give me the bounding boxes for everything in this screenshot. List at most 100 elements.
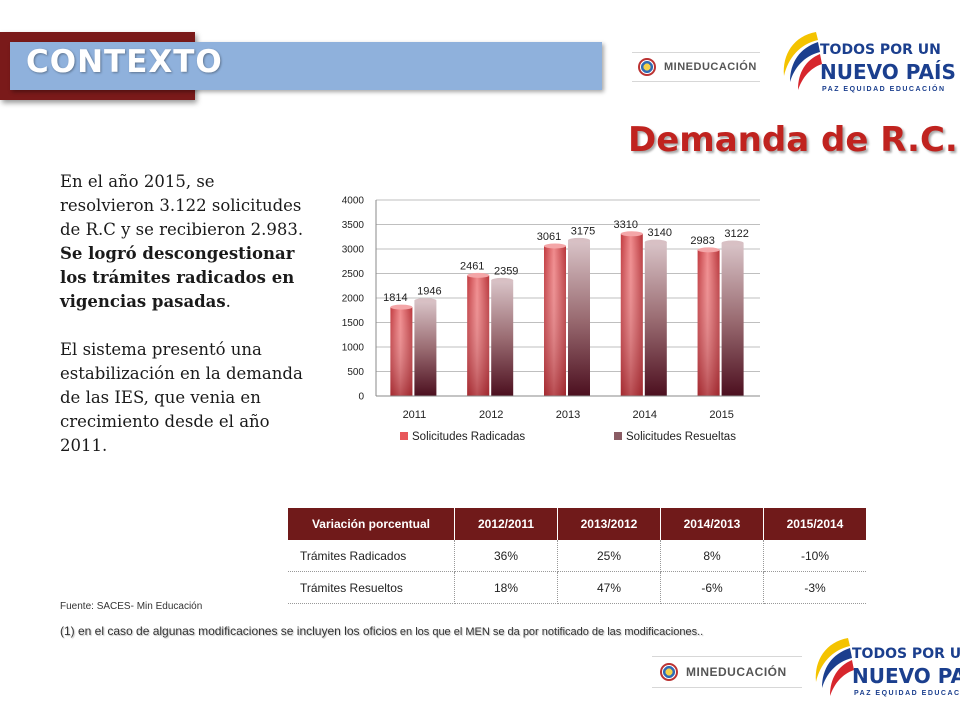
todos-por-un-nuevo-pais-logo-top: TODOS POR UN NUEVO PAÍS PAZ EQUIDAD EDUC… [776,28,956,108]
bars: 1814 1946 2461 2359 3061 3175 3310 3140 2983 3122 [383,219,749,396]
bar-top [544,243,566,249]
colombia-swoosh-icon [815,638,854,696]
bar [491,280,514,396]
legend-label: Solicitudes Resueltas [626,431,736,443]
x-tick-label: 2015 [709,409,733,421]
y-tick-label: 4000 [342,196,365,207]
bar-shade [620,233,643,396]
bar-top [390,304,413,310]
bar-shade [697,249,720,396]
logo-line-1: TODOS POR UN [852,646,960,662]
y-tick-label: 3500 [342,220,365,231]
mineducacion-logo-bottom: MINEDUCACIÓN [652,656,802,688]
table-header: 2013/2012 [557,508,661,540]
source-note: Fuente: SACES- Min Educación [60,601,203,612]
bar-top [697,247,720,253]
table-row: Trámites Radicados 36% 25% 8% -10% [288,540,866,572]
y-tick-label: 2500 [342,269,365,280]
x-tick-label: 2011 [403,409,427,421]
paragraph-1-bold: Se logró descongestionar los trámites ra… [60,244,295,311]
body-text: En el año 2015, se resolvieron 3.122 sol… [60,170,310,482]
y-tick-label: 1500 [342,318,365,329]
paragraph-1-end: . [225,292,231,311]
paragraph-1-normal: En el año 2015, se resolvieron 3.122 sol… [60,172,304,239]
x-tick-label: 2012 [479,409,503,421]
bar [721,243,744,396]
table-header-row: Variación porcentual 2012/2011 2013/2012… [288,508,866,540]
bar-top [644,239,667,245]
y-tick-label: 0 [358,392,364,403]
paragraph-2: El sistema presentó una estabilización e… [60,340,303,455]
data-label: 2983 [690,235,714,247]
mineducacion-logo-text: MINEDUCACIÓN [686,665,787,679]
colombia-swoosh-icon [783,32,822,90]
page-title: Demanda de R.C. [628,120,958,160]
footnote-main: (1) en el caso de algunas modificaciones… [60,624,397,638]
table-cell: 8% [660,540,764,572]
data-label: 3140 [648,227,672,239]
mineducacion-logo-top: MINEDUCACIÓN [632,52,760,82]
bar-chart: 0 500 1000 1500 2000 2500 3000 3500 4000 1814 194… [342,196,760,443]
data-label: 3061 [537,231,561,243]
table-cell: -3% [763,571,866,604]
variation-table: Variación porcentual 2012/2011 2013/2012… [288,508,866,604]
bar-shade [390,307,413,396]
todos-por-un-nuevo-pais-logo-bottom: TODOS POR UN NUEVO PAÍS PAZ EQUIDAD EDUC… [808,634,960,714]
x-tick-label: 2013 [556,409,580,421]
table-row: Trámites Resueltos 18% 47% -6% -3% [288,571,866,604]
data-label: 2461 [460,260,484,272]
table-cell: -10% [763,540,866,572]
data-label: 1814 [383,292,407,304]
paragraph-1: En el año 2015, se resolvieron 3.122 sol… [60,170,310,314]
y-tick-label: 3000 [342,245,365,256]
colombia-seal-icon [638,58,656,76]
table-cell: Trámites Radicados [288,540,455,572]
table-cell: -6% [660,571,764,604]
y-tick-label: 500 [347,367,364,378]
logo-line-3: PAZ EQUIDAD EDUCACIÓN [822,86,946,93]
logo-line-1: TODOS POR UN [820,42,941,58]
bar [644,242,667,396]
table-cell: Trámites Resueltos [288,571,455,604]
table-header: 2012/2011 [454,508,558,540]
footnote-small: en los que el MEN se da por notificado d… [396,626,704,638]
bar-top [620,231,643,237]
legend-label: Solicitudes Radicadas [412,431,525,443]
bar-top [414,298,437,304]
data-label: 3122 [724,228,748,240]
bar-top [491,277,514,283]
bar-top [467,272,490,278]
bar [414,300,437,396]
logo-line-2: NUEVO PAÍS [820,60,956,84]
legend-swatch [614,432,622,440]
bar-shade [467,275,490,396]
bar-top [721,240,744,246]
bar-shade [544,246,566,396]
table-cell: 18% [454,571,558,604]
y-axis: 0 500 1000 1500 2000 2500 3000 3500 4000 [342,196,377,403]
data-label: 3175 [571,225,595,237]
table-header: 2015/2014 [763,508,866,540]
data-label: 1946 [417,286,441,298]
table-cell: 25% [557,540,661,572]
legend-swatch [400,432,408,440]
section-title: CONTEXTO [26,44,223,80]
legend: Solicitudes Radicadas Solicitudes Resuelt… [400,431,736,443]
table-header: 2014/2013 [660,508,764,540]
x-tick-label: 2014 [633,409,657,421]
data-label: 3310 [614,219,638,231]
y-tick-label: 2000 [342,294,365,305]
footnote: (1) en el caso de algunas modificaciones… [60,624,703,638]
bar [568,240,590,396]
x-axis: 2011 2012 2013 2014 2015 [376,395,760,421]
banner-title-background [10,42,196,90]
bar-top [568,237,590,243]
logo-line-3: PAZ EQUIDAD EDUCACIÓN [854,690,960,697]
colombia-seal-icon [660,663,678,681]
mineducacion-logo-text: MINEDUCACIÓN [664,61,757,73]
table-cell: 47% [557,571,661,604]
y-tick-label: 1000 [342,343,365,354]
table-cell: 36% [454,540,558,572]
data-label: 2359 [494,265,518,277]
table-header: Variación porcentual [288,508,455,540]
